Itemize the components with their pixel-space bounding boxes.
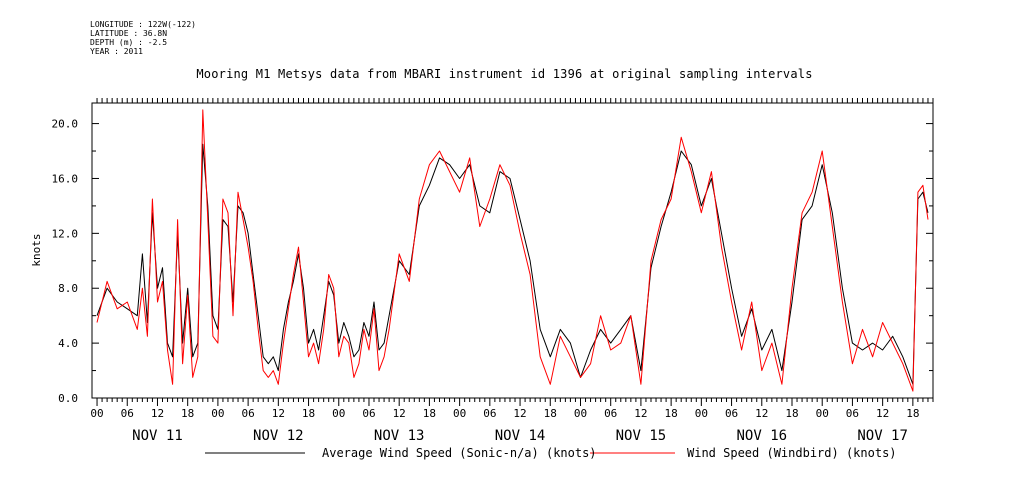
x-hour-label: 06 [725,407,738,420]
y-axis-ticks: 0.0 4.0 8.0 12.0 16.0 20.0 [52,118,933,405]
x-hour-label: 18 [302,407,315,420]
x-hour-label: 12 [393,407,406,420]
x-hour-label: 12 [151,407,164,420]
x-hour-label: 18 [544,407,557,420]
series-layer [96,109,929,392]
x-hour-label: 00 [211,407,224,420]
series-line-windbird-wind-speed [96,109,929,392]
x-day-label: NOV 13 [374,428,425,444]
legend-label-average: Average Wind Speed (Sonic-n/a) (knots) [322,446,597,460]
plot-frame [91,102,934,399]
y-tick-label: 4.0 [58,337,78,350]
x-day-label: NOV 17 [857,428,908,444]
series-line-average-wind-speed [96,143,929,385]
x-day-label: NOV 12 [253,428,304,444]
x-hour-label: 00 [332,407,345,420]
x-hour-label: 18 [423,407,436,420]
x-hour-label: 00 [90,407,103,420]
y-tick-label: 8.0 [58,282,78,295]
x-hour-label: 18 [665,407,678,420]
bottom-ticks: 00 06 12 18 00 06 12 18 00 06 12 18 00 06 12 18 00 06 12 18… [90,398,934,444]
x-hour-label: 06 [362,407,375,420]
x-hour-label: 06 [483,407,496,420]
x-day-label: NOV 16 [736,428,787,444]
x-day-label: NOV 15 [616,428,667,444]
x-hour-label: 06 [121,407,134,420]
year-text: YEAR : 2011 [90,47,143,56]
x-hour-label: 06 [604,407,617,420]
longitude-text: LONGITUDE : 122W(-122) [90,20,196,29]
legend-label-windbird: Wind Speed (Windbird) (knots) [687,446,897,460]
y-tick-label: 12.0 [52,227,79,240]
top-minor-ticks [96,98,934,103]
y-tick-label: 20.0 [52,118,79,131]
x-hour-label: 00 [695,407,708,420]
x-hour-label: 00 [816,407,829,420]
x-hour-label: 00 [574,407,587,420]
x-hour-label: 12 [272,407,285,420]
chart-title: Mooring M1 Metsys data from MBARI instru… [196,67,813,81]
x-hour-label: 18 [181,407,194,420]
x-day-label: NOV 11 [132,428,183,444]
x-day-label: NOV 14 [495,428,546,444]
x-hour-label: 18 [906,407,919,420]
latitude-text: LATITUDE : 36.8N [90,29,168,38]
x-hour-label: 06 [241,407,254,420]
y-tick-label: 16.0 [52,172,79,185]
legend-svg [205,452,675,454]
x-hour-label: 12 [513,407,526,420]
legend: Average Wind Speed (Sonic-n/a) (knots) W… [205,446,925,466]
y-tick-label: 0.0 [58,392,78,405]
x-hour-label: 12 [876,407,889,420]
depth-text: DEPTH (m) : -2.5 [90,38,168,47]
y-axis-label: knots [30,233,43,266]
mooring-metadata: LONGITUDE : 122W(-122) LATITUDE : 36.8N … [90,20,196,56]
x-hour-label: 00 [453,407,466,420]
x-hour-label: 06 [846,407,859,420]
x-hour-label: 18 [785,407,798,420]
x-hour-label: 12 [755,407,768,420]
x-hour-label: 12 [634,407,647,420]
